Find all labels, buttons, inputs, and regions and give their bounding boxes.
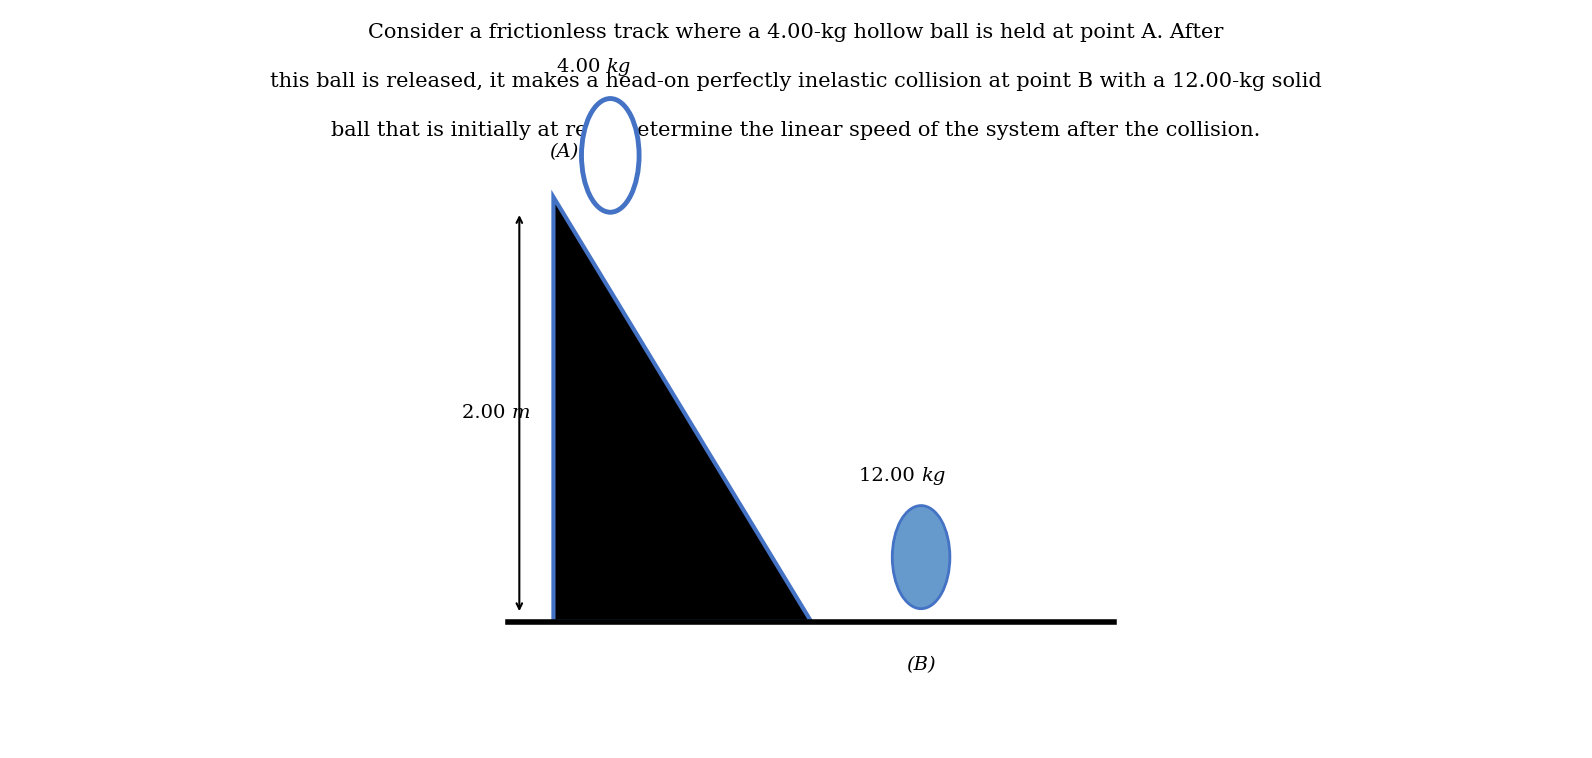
Text: 2.00: 2.00 (462, 404, 511, 422)
Ellipse shape (581, 99, 638, 212)
Text: kg: kg (607, 58, 630, 76)
Text: 12.00: 12.00 (860, 467, 922, 485)
Text: (B): (B) (906, 656, 936, 674)
Text: m: m (511, 404, 530, 422)
Text: this ball is released, it makes a head-on perfectly inelastic collision at point: this ball is released, it makes a head-o… (271, 72, 1321, 91)
Ellipse shape (892, 506, 950, 609)
Text: Consider a frictionless track where a 4.00-kg hollow ball is held at point A. Af: Consider a frictionless track where a 4.… (368, 23, 1224, 42)
Text: 4.00: 4.00 (557, 58, 607, 76)
Polygon shape (554, 197, 812, 622)
Text: (A): (A) (549, 143, 578, 161)
Text: kg: kg (922, 467, 946, 485)
Text: ball that is initially at rest. Determine the linear speed of the system after t: ball that is initially at rest. Determin… (331, 121, 1261, 140)
